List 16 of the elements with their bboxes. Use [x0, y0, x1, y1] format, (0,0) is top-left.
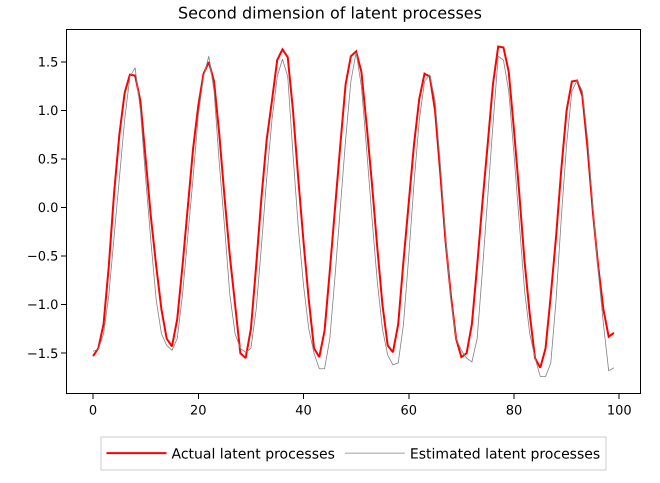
x-tick-label: 60 [400, 404, 418, 419]
x-tick-label: 40 [295, 404, 312, 419]
y-tick-label: −1.5 [26, 346, 58, 362]
x-tick-label: 20 [190, 404, 207, 419]
x-tick-label: 80 [506, 404, 522, 419]
y-tick-label: −0.5 [26, 250, 58, 265]
x-tick-label: 100 [606, 404, 632, 419]
legend-label: Actual latent processes [172, 446, 335, 463]
x-tick-label: 0 [88, 404, 98, 419]
y-tick-label: 1.5 [38, 56, 58, 71]
legend-label: Estimated latent processes [410, 446, 600, 463]
y-tick-label: −1.0 [26, 298, 58, 314]
chart-title: Second dimension of latent processes [178, 3, 482, 22]
y-tick-label: 0.0 [38, 201, 58, 216]
y-tick-label: 0.5 [38, 152, 58, 168]
y-tick-label: 1.0 [38, 104, 58, 120]
